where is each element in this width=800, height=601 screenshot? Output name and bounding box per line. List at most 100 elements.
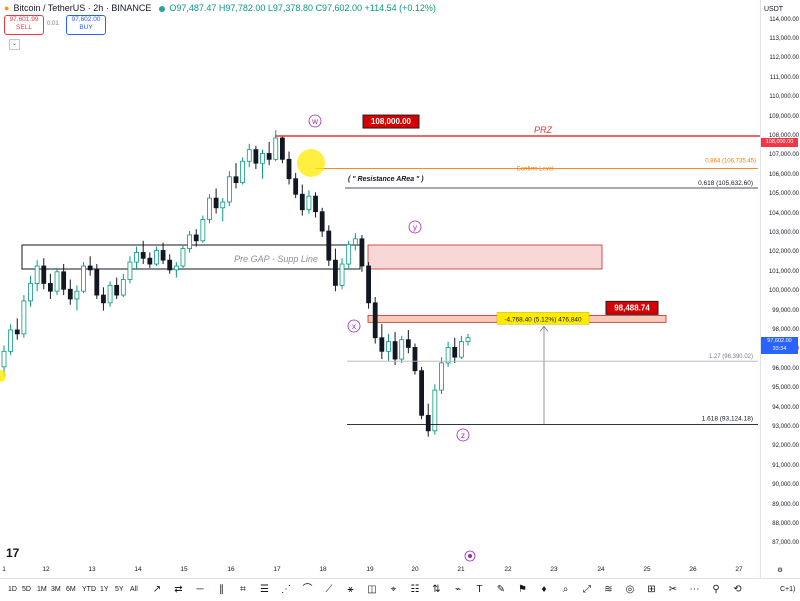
candle-body	[34, 265, 40, 284]
scissors-icon[interactable]: ✂	[668, 584, 678, 595]
text-icon[interactable]: T	[476, 584, 483, 595]
buy-button[interactable]: 97,602.00 BUY	[66, 15, 106, 35]
wave-point-x-circle[interactable]	[347, 319, 361, 333]
symbol-title[interactable]: Bitcoin / TetherUS · 2h · BINANCE	[13, 3, 152, 13]
trend-line-icon[interactable]: ↗	[152, 584, 162, 595]
price-tick: 105,000.00	[768, 191, 799, 198]
candle-body	[313, 195, 318, 213]
gann-icon[interactable]: ☷	[410, 584, 420, 595]
candle-body	[392, 341, 398, 360]
candle-body	[465, 337, 471, 343]
fib-retracement-icon[interactable]: ⌗	[240, 584, 246, 595]
brush-icon[interactable]: ⌁	[454, 584, 462, 595]
candle-body	[399, 339, 405, 360]
prz-price-text: 108,000.00	[371, 117, 412, 126]
peak-highlight-marker	[297, 149, 325, 177]
price-range-icon[interactable]: ≋	[604, 584, 613, 595]
path-icon[interactable]: ⟋	[325, 584, 333, 595]
candle-body	[154, 250, 159, 265]
interval-button[interactable]: 5Y	[115, 586, 124, 593]
ray-icon[interactable]: ⇄	[174, 584, 183, 595]
flag-icon[interactable]: ⚑	[518, 584, 527, 595]
interval-button[interactable]: 1M	[37, 586, 47, 593]
candle-body	[74, 290, 80, 300]
candle-body	[180, 248, 186, 267]
candle-body	[94, 269, 100, 296]
interval-button[interactable]: 1D	[8, 586, 17, 593]
candle-body	[246, 149, 252, 162]
sell-price: 97,601.99	[9, 16, 39, 23]
forecast-icon[interactable]: ⤢	[583, 584, 591, 595]
pre-gap-zone[interactable]	[21, 244, 361, 270]
candle-body	[147, 257, 153, 265]
wave-point-y-circle[interactable]	[408, 220, 422, 234]
time-tick: 14	[134, 566, 142, 573]
reset-icon[interactable]: ⟲	[733, 584, 742, 595]
interval-button[interactable]: 6M	[66, 586, 76, 593]
currency-label[interactable]: USDT	[764, 6, 784, 13]
measure-box[interactable]	[496, 312, 590, 325]
candle-body	[419, 370, 425, 416]
tradingview-logo-icon[interactable]: 17	[6, 546, 20, 560]
countdown-value: 33:34	[772, 346, 787, 352]
candle-body	[14, 329, 20, 335]
candle-body	[101, 294, 106, 304]
price-tick: 96,000.00	[772, 365, 799, 372]
candle-body	[326, 230, 332, 261]
lock-icon[interactable]: ⚲	[712, 584, 720, 595]
price-tick: 102,000.00	[768, 249, 799, 256]
time-axis[interactable]: 1 12 13 14 15 16 17 18 19 20 21 22 23 24 25 26 27 ⚙	[0, 560, 783, 578]
fib-extension-icon[interactable]: ☰	[260, 584, 269, 595]
price-tick: 98,000.00	[772, 326, 799, 333]
wave-point-w-circle[interactable]	[308, 114, 322, 128]
price-tick: 108,000.00	[768, 133, 799, 140]
sell-button[interactable]: 97,601.99 SELL	[4, 15, 44, 35]
price-tick: 114,000.00	[769, 16, 799, 23]
candle-body	[346, 244, 352, 265]
pitchfork-icon[interactable]: ⋰	[281, 584, 291, 595]
time-tick: 22	[504, 566, 512, 573]
price-tick: 104,000.00	[768, 210, 799, 217]
measure-icon[interactable]: ⇅	[432, 584, 441, 595]
circle-icon[interactable]: ⌖	[390, 584, 397, 595]
diamond-icon[interactable]: ♦	[541, 584, 547, 595]
candle-body	[233, 176, 239, 183]
interval-button[interactable]: 3M	[51, 586, 61, 593]
interval-button[interactable]: 5D	[22, 586, 31, 593]
price-chart[interactable]: 108,000.00 PRZ Confirm Level 0.864 (106,735…	[0, 0, 760, 578]
time-tick: 26	[689, 566, 697, 573]
wave-point-z-circle[interactable]	[456, 428, 470, 442]
interval-button[interactable]: 1Y	[100, 586, 109, 593]
candle-body	[28, 283, 33, 302]
candle-body	[41, 265, 47, 284]
horizontal-line-icon[interactable]: ─	[196, 584, 204, 595]
rectangle-icon[interactable]: ◫	[367, 584, 377, 595]
pink-gap-zone[interactable]	[367, 244, 603, 270]
candle-body	[140, 252, 146, 259]
magnet-icon[interactable]: ⌕	[562, 584, 569, 595]
price-tick: 110,000.00	[769, 94, 799, 101]
prz-price-box[interactable]	[362, 114, 420, 129]
pattern-icon[interactable]: ⚹	[347, 584, 354, 595]
time-tick: 1	[2, 566, 6, 573]
price-tick: 89,000.00	[772, 501, 799, 508]
interval-button[interactable]: All	[130, 586, 138, 593]
interval-button[interactable]: YTD	[82, 586, 96, 593]
pre-gap-label: Pre GAP - Supp Line	[234, 254, 318, 264]
grid-icon[interactable]: ⊞	[647, 584, 656, 595]
axis-settings-icon[interactable]: ⚙	[777, 567, 783, 574]
note-icon[interactable]: ✎	[496, 584, 506, 595]
collapse-chevron-icon[interactable]: ⌄	[9, 39, 20, 50]
more-icon[interactable]: ⋯	[689, 584, 700, 595]
target-price-box[interactable]	[605, 300, 659, 315]
price-tick: 91,000.00	[772, 462, 799, 469]
candle-body	[173, 265, 179, 271]
parallel-channel-icon[interactable]: ∥	[219, 584, 224, 595]
ohlc-values: O97,487.47 H97,782.00 L97,378.80 C97,602…	[169, 3, 436, 13]
arc-icon[interactable]: ⌒	[302, 584, 313, 595]
date-range-icon[interactable]: ◎	[625, 584, 635, 595]
chart-header: ● Bitcoin / TetherUS · 2h · BINANCE O97,48…	[0, 0, 760, 50]
timezone-label[interactable]: C+1)	[780, 586, 796, 593]
candle-body	[8, 329, 14, 352]
price-axis[interactable]: 114,000.00 113,000.00 112,000.00 111,000.00…	[760, 0, 800, 578]
